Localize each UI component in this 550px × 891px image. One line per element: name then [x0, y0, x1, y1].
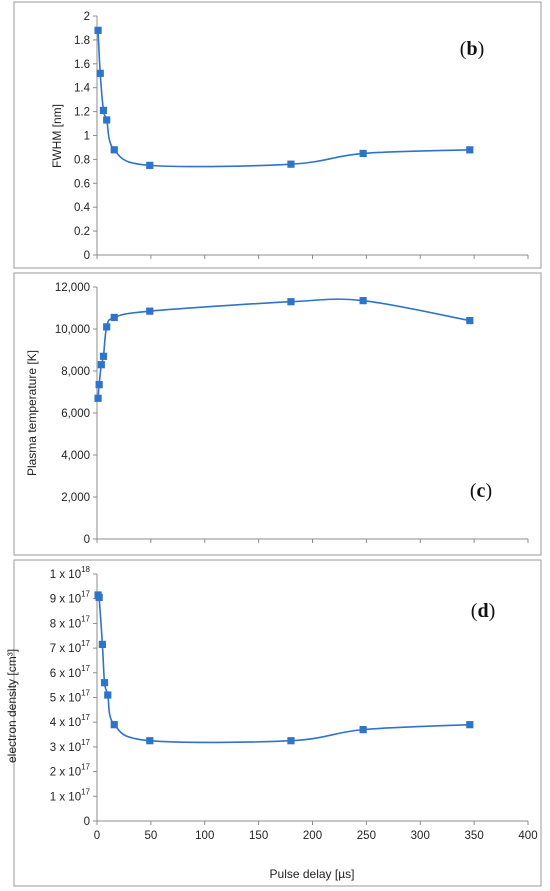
panel-b-letter: (b) — [460, 38, 484, 60]
panel-c-y-tick-label: 0 — [84, 534, 90, 546]
panel-d-x-tick-label: 50 — [144, 830, 157, 842]
panel-b-y-tick-label: 1.2 — [74, 107, 90, 119]
panel-d-data-point — [110, 721, 118, 729]
panel-c-y-tick-label: 12,000 — [55, 282, 90, 294]
panel-d-letter-text: d — [477, 600, 488, 622]
panel-d-letter: (d) — [471, 600, 495, 622]
panel-d-data-point — [466, 721, 474, 729]
panel-d-y-tick-label: 1 x 1017 — [50, 787, 91, 803]
panel-d-chart: electron density [cm³] (d) Pulse delay [… — [5, 559, 542, 887]
panel-b-border — [13, 1, 542, 269]
panel-c-data-point — [146, 307, 154, 315]
panel-d-data-point — [146, 737, 154, 745]
panel-d-y-tick-label: 4 x 1017 — [50, 713, 91, 729]
panel-b-data-point — [94, 26, 102, 34]
panel-b-chart: FWHM [nm] (b) 0 0.2 0.4 0.6 0.8 1 1.2 1.4 1.6 1.8… — [13, 1, 542, 269]
panel-d-data-point — [104, 691, 112, 699]
panel-b-y-tick-label: 1 — [84, 131, 90, 143]
panel-b-y-tick-label: 0.6 — [74, 178, 90, 190]
panel-b-letter-text: b — [466, 38, 477, 60]
panel-b-y-tick-label: 0.8 — [74, 154, 90, 166]
panel-c-y-tick-label: 6,000 — [61, 408, 90, 420]
panel-b-y-tick-label: 0 — [84, 250, 90, 262]
panel-d-data-point — [100, 679, 109, 687]
panel-d-xlabel: Pulse delay [µs] — [270, 867, 355, 881]
panel-c-letter-text: c — [477, 480, 486, 502]
panel-b-y-tick-label: 2 — [84, 11, 90, 23]
panel-b-y-tick-label: 0.4 — [74, 202, 91, 214]
panel-c-data-point — [466, 317, 474, 325]
panel-c-y-tick-label: 2,000 — [61, 492, 90, 504]
panel-d-x-tick-label: 150 — [249, 830, 268, 842]
panel-c-chart: Plasma temperature [K] (c) 0 2,000 4,000 6,… — [13, 272, 542, 556]
panel-c-data-point — [94, 394, 102, 402]
panel-c-data-point — [97, 361, 105, 369]
panel-c-data-point — [359, 297, 367, 305]
panel-b-y-tick-label: 1.4 — [74, 83, 91, 95]
panel-c-data-point — [103, 323, 111, 331]
panel-d-y-tick-label: 3 x 1017 — [50, 738, 91, 754]
panel-d-y-tick-label: 2 x 1017 — [50, 763, 91, 779]
panel-c-data-point — [287, 298, 295, 306]
panel-c-letter: (c) — [470, 480, 492, 502]
panel-d-data-point — [287, 737, 295, 745]
panel-d-y-tick-label: 9 x 1017 — [50, 590, 91, 606]
panel-c-data-point — [95, 381, 103, 389]
panel-b-y-tick-label: 0.2 — [74, 226, 90, 238]
panel-b-ylabel: FWHM [nm] — [50, 104, 64, 168]
panel-d-y-tick-label: 1 x 1018 — [50, 565, 91, 581]
panel-b-data-point — [466, 146, 474, 154]
panel-b-y-tick-label: 1.8 — [74, 35, 90, 47]
panel-b-data-point — [359, 149, 367, 158]
panel-d-data-point — [98, 640, 106, 648]
panel-d-y-tick-label: 7 x 1017 — [50, 639, 91, 655]
panel-d-y-tick-label: 8 x 1017 — [50, 614, 91, 630]
panel-b-data-point — [146, 161, 154, 169]
panel-b-data-point — [96, 69, 104, 77]
panel-d-x-tick-label: 300 — [411, 830, 430, 842]
panel-d-x-tick-label: 350 — [465, 830, 484, 842]
panel-d-x-tick-label: 250 — [357, 830, 376, 842]
panel-d-y-tick-label: 0 — [84, 816, 90, 828]
panel-b-data-point — [103, 116, 111, 124]
panel-d-data-point — [95, 593, 103, 602]
panel-d-border — [13, 559, 542, 887]
panel-c-data-point — [99, 352, 108, 360]
panel-b-series-line — [97, 30, 470, 168]
panel-c-y-tick-label: 8,000 — [61, 366, 90, 378]
panel-b-data-point — [110, 146, 118, 154]
panel-c-ylabel: Plasma temperature [K] — [25, 350, 39, 476]
panel-d-y-tick-label: 6 x 1017 — [50, 664, 91, 680]
panel-c-border — [13, 272, 542, 556]
panel-d-x-tick-label: 400 — [518, 830, 537, 842]
panel-b-data-point — [99, 106, 108, 115]
panel-d-x-tick-label: 200 — [303, 830, 322, 842]
panel-d-x-tick-label: 0 — [94, 830, 100, 842]
panel-c-y-tick-label: 10,000 — [55, 324, 90, 336]
panel-c-data-point — [110, 313, 118, 322]
panel-d-ylabel: electron density [cm³] — [5, 649, 19, 763]
panel-b-data-point — [287, 160, 295, 168]
panel-d-data-point — [359, 726, 367, 734]
panel-d-x-tick-label: 100 — [195, 830, 214, 842]
panel-c-y-tick-label: 4,000 — [61, 450, 90, 462]
panel-b-y-tick-label: 1.6 — [74, 59, 90, 71]
panel-d-y-tick-label: 5 x 1017 — [50, 689, 91, 705]
